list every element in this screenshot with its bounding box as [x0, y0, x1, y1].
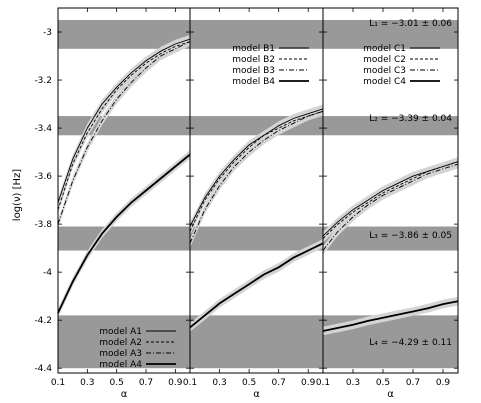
band-label-l1: L₁ = −3.01 ± 0.06 — [369, 19, 452, 29]
series-a1 — [57, 38, 191, 203]
x-tick-label-c-1: 0.3 — [346, 378, 360, 388]
band-l3 — [58, 226, 458, 251]
y-tick-label-3: -3.6 — [34, 172, 52, 182]
x-tick-label-b-0: 0.1 — [183, 378, 197, 388]
legend-label-c3: model C3 — [363, 66, 406, 76]
bands-layer — [58, 20, 458, 369]
x-tick-label-c-2: 0.5 — [376, 378, 390, 388]
y-tick-label-2: -3.4 — [34, 124, 52, 134]
x-tick-label-a-4: 0.9 — [168, 378, 183, 388]
x-tick-label-a-3: 0.7 — [139, 378, 153, 388]
shade-c3 — [323, 159, 458, 255]
legend-label-b1: model B1 — [232, 44, 275, 54]
x-tick-label-b-1: 0.3 — [212, 378, 226, 388]
legend-label-a1: model A1 — [99, 327, 142, 337]
series-a4 — [57, 153, 191, 314]
legend-label-b4: model B4 — [232, 77, 275, 87]
y-tick-label-7: -4.4 — [34, 364, 52, 374]
legend-label-a2: model A2 — [99, 338, 142, 348]
text-layer: log(ν) [Hz] L₁ = −3.01 ± 0.06 L₂ = −3.39 … — [12, 19, 452, 400]
series-c3 — [322, 163, 459, 251]
legend-label-b2: model B2 — [232, 55, 275, 65]
legend-label-c1: model C1 — [363, 44, 406, 54]
x-axis-label-b: α — [253, 389, 260, 400]
legend-label-c2: model C2 — [363, 55, 406, 65]
x-tick-label-b-2: 0.5 — [242, 378, 256, 388]
series-b1 — [189, 108, 324, 227]
y-tick-label-1: -3.2 — [34, 76, 52, 86]
series-b4 — [189, 242, 324, 329]
shade-b4 — [190, 239, 323, 332]
series-layer — [57, 38, 459, 365]
y-tick-label-6: -4.2 — [34, 316, 52, 326]
x-tick-label-a-0: 0.1 — [51, 378, 65, 388]
band-label-l3: L₃ = −3.86 ± 0.05 — [369, 231, 452, 241]
y-tick-label-5: -4 — [43, 268, 52, 278]
series-c2 — [322, 161, 459, 239]
band-l2 — [58, 116, 458, 136]
x-tick-label-b-3: 0.7 — [272, 378, 286, 388]
x-tick-label-a-2: 0.5 — [110, 378, 124, 388]
y-tick-label-4: -3.8 — [34, 220, 52, 230]
y-tick-label-0: -3 — [43, 28, 52, 38]
x-tick-label-b-4: 0.9 — [301, 378, 316, 388]
x-tick-label-a-1: 0.3 — [80, 378, 94, 388]
shade-a4 — [58, 150, 190, 318]
series-c4 — [322, 300, 459, 332]
series-c1 — [322, 161, 459, 237]
legend-label-a3: model A3 — [99, 349, 142, 359]
series-b2 — [189, 110, 324, 232]
band-l1 — [58, 20, 458, 49]
series-a3 — [57, 41, 191, 225]
legend-label-b3: model B3 — [232, 66, 275, 76]
x-tick-label-c-3: 0.7 — [406, 378, 420, 388]
band-label-l2: L₂ = −3.39 ± 0.04 — [369, 114, 452, 124]
series-a2 — [57, 41, 191, 210]
legend-label-a4: model A4 — [99, 360, 142, 370]
legend-label-c4: model C4 — [363, 77, 406, 87]
frame-layer — [57, 7, 459, 374]
panel-frame-c — [322, 7, 459, 374]
x-axis-label-c: α — [387, 389, 394, 400]
y-axis-label: log(ν) [Hz] — [12, 169, 23, 221]
x-axis-label-a: α — [121, 389, 128, 400]
band-label-l4: L₄ = −4.29 ± 0.11 — [369, 338, 452, 348]
x-tick-label-c-0: 0.1 — [316, 378, 330, 388]
x-tick-label-c-4: 0.9 — [436, 378, 451, 388]
band-l4 — [58, 315, 458, 369]
series-b3 — [189, 110, 324, 244]
